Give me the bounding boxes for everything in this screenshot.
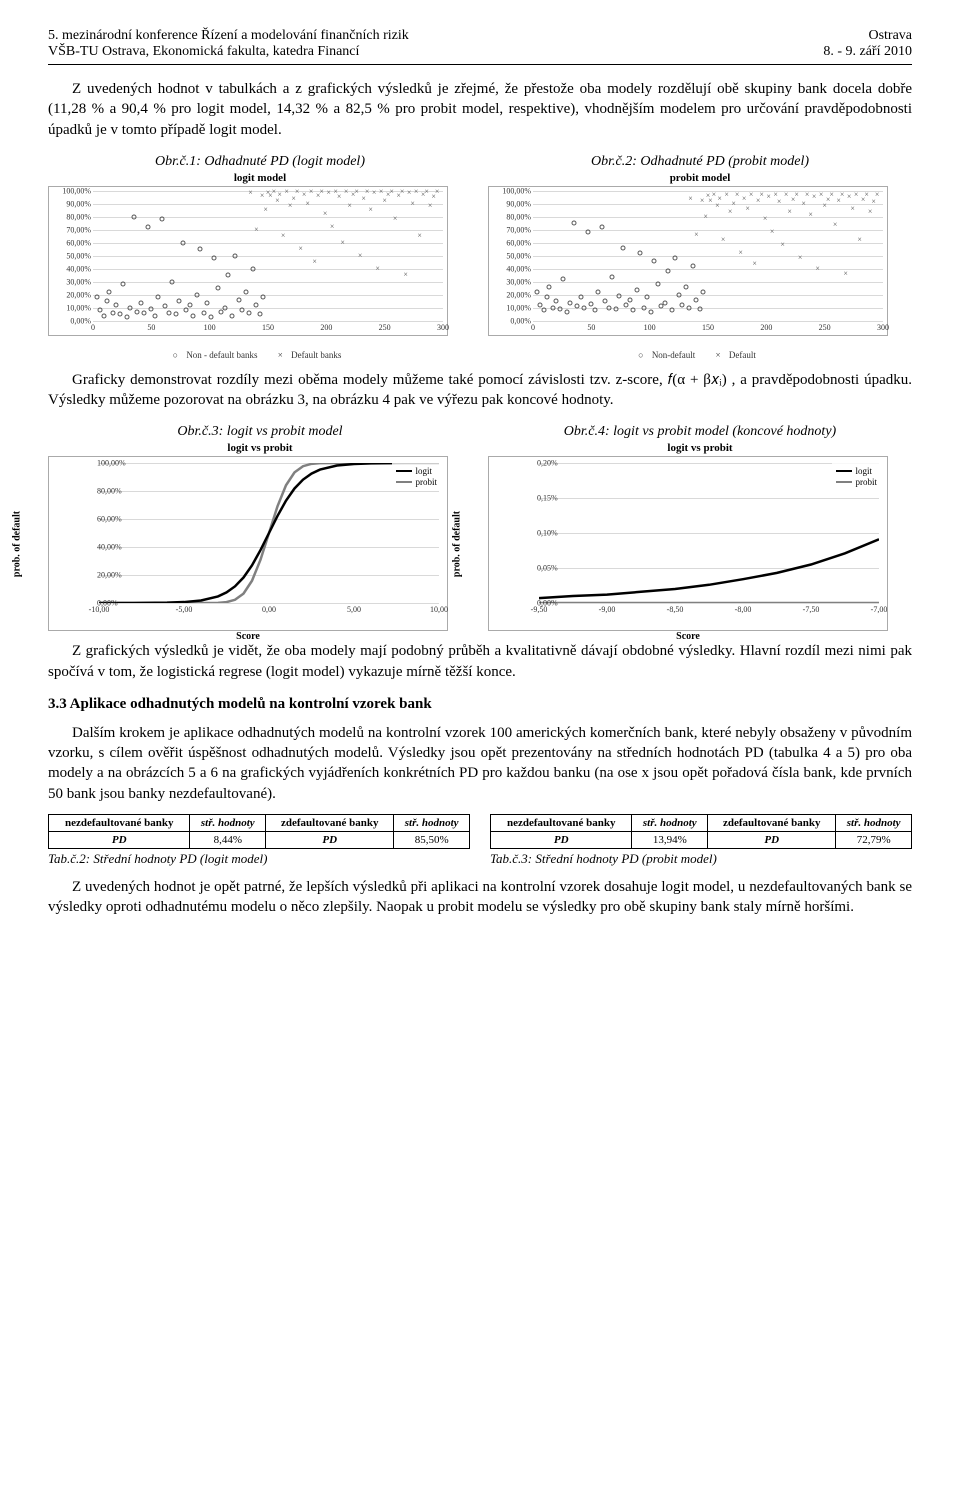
td: 8,44% [190, 831, 266, 848]
table-right-col: nezdefaultované banky stř. hodnoty zdefa… [490, 814, 912, 867]
td: 85,50% [394, 831, 470, 848]
paragraph-2: Graficky demonstrovat rozdíly mezi oběma… [48, 370, 912, 411]
td: PD [266, 831, 394, 848]
line-left-chart: prob. of default0,00%20,00%40,00%60,00%8… [48, 456, 448, 631]
header-line1: 5. mezinárodní konference Řízení a model… [48, 28, 912, 44]
line-right-chart: prob. of default0,00%0,05%0,10%0,15%0,20… [488, 456, 888, 631]
header-line2: VŠB-TU Ostrava, Ekonomická fakulta, kate… [48, 44, 912, 60]
td: 13,94% [632, 831, 708, 848]
th: stř. hodnoty [632, 814, 708, 831]
paragraph-5: Z uvedených hodnot je opět patrné, že le… [48, 877, 912, 918]
th: nezdefaultované banky [49, 814, 190, 831]
table-left-col: nezdefaultované banky stř. hodnoty zdefa… [48, 814, 470, 867]
legend-default-r: Default [729, 350, 756, 360]
paragraph-1: Z uvedených hodnot v tabulkách a z grafi… [48, 79, 912, 140]
th: nezdefaultované banky [491, 814, 632, 831]
header-left1: 5. mezinárodní konference Řízení a model… [48, 28, 409, 44]
th: zdefaultované banky [708, 814, 836, 831]
scatter-left-legend: ○ Non - default banks × Default banks [48, 350, 472, 360]
table-left: nezdefaultované banky stř. hodnoty zdefa… [48, 814, 470, 849]
header-left2: VŠB-TU Ostrava, Ekonomická fakulta, kate… [48, 44, 359, 60]
paragraph-3: Z grafických výsledků je vidět, že oba m… [48, 641, 912, 682]
line-left-col: Obr.č.3: logit vs probit model logit vs … [48, 420, 472, 631]
td: 72,79% [836, 831, 912, 848]
table-right-caption: Tab.č.3: Střední hodnoty PD (probit mode… [490, 851, 912, 867]
th: zdefaultované banky [266, 814, 394, 831]
line-left-caption: Obr.č.3: logit vs probit model [48, 424, 472, 440]
line-right-caption: Obr.č.4: logit vs probit model (koncové … [488, 424, 912, 440]
legend-default: Default banks [291, 350, 341, 360]
scatter-right-caption: Obr.č.2: Odhadnuté PD (probit model) [488, 154, 912, 170]
td: PD [491, 831, 632, 848]
table-row: nezdefaultované banky stř. hodnoty zdefa… [491, 814, 912, 831]
scatter-right-col: Obr.č.2: Odhadnuté PD (probit model) pro… [488, 150, 912, 360]
scatter-left-col: Obr.č.1: Odhadnuté PD (logit model) logi… [48, 150, 472, 360]
table-right: nezdefaultované banky stř. hodnoty zdefa… [490, 814, 912, 849]
table-row: nezdefaultované banky stř. hodnoty zdefa… [49, 814, 470, 831]
th: stř. hodnoty [190, 814, 266, 831]
scatter-right-legend: ○ Non-default × Default [488, 350, 912, 360]
paragraph-4: Dalším krokem je aplikace odhadnutých mo… [48, 723, 912, 804]
td: PD [49, 831, 190, 848]
th: stř. hodnoty [394, 814, 470, 831]
lines-row: Obr.č.3: logit vs probit model logit vs … [48, 420, 912, 631]
scatter-left-chart: ××××××××××××××××××××××××××××××××××××××××… [48, 186, 448, 336]
legend-nondefault: Non - default banks [186, 350, 257, 360]
header-right2: 8. - 9. září 2010 [823, 44, 912, 60]
scatter-row: Obr.č.1: Odhadnuté PD (logit model) logi… [48, 150, 912, 360]
table-row: PD 13,94% PD 72,79% [491, 831, 912, 848]
table-row: PD 8,44% PD 85,50% [49, 831, 470, 848]
scatter-left-title: logit model [48, 172, 472, 184]
table-left-caption: Tab.č.2: Střední hodnoty PD (logit model… [48, 851, 470, 867]
header-separator [48, 64, 912, 65]
td: PD [708, 831, 836, 848]
scatter-right-title: probit model [488, 172, 912, 184]
section-3-3-heading: 3.3 Aplikace odhadnutých modelů na kontr… [48, 696, 912, 713]
tables-row: nezdefaultované banky stř. hodnoty zdefa… [48, 814, 912, 867]
line-right-title: logit vs probit [488, 442, 912, 454]
line-right-col: Obr.č.4: logit vs probit model (koncové … [488, 420, 912, 631]
th: stř. hodnoty [836, 814, 912, 831]
line-left-title: logit vs probit [48, 442, 472, 454]
legend-nondefault-r: Non-default [652, 350, 695, 360]
scatter-right-chart: ××××××××××××××××××××××××××××××××××××××××… [488, 186, 888, 336]
scatter-left-caption: Obr.č.1: Odhadnuté PD (logit model) [48, 154, 472, 170]
header-right1: Ostrava [868, 28, 912, 44]
